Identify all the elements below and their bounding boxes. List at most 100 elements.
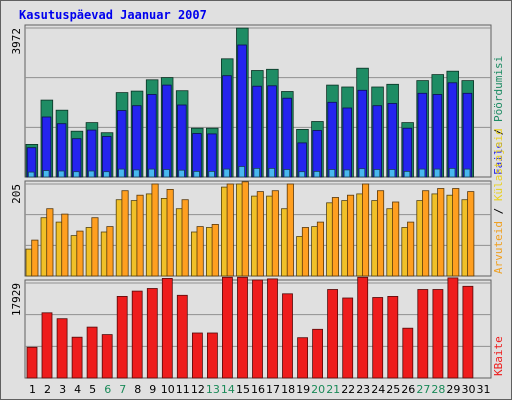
bar-kbaite-1 — [26, 346, 38, 379]
bar-kbaite-7 — [116, 295, 128, 379]
legend-item-p-rdumisi: Pöördumisi — [492, 56, 505, 122]
bar-k-lastajaid-15 — [241, 181, 249, 277]
bar-faile-2 — [41, 116, 52, 178]
bar-p-rdumisi-16 — [253, 167, 260, 178]
x-tick-day-4: 4 — [74, 383, 81, 396]
panel-visits-ytick: 3972 — [10, 28, 23, 55]
x-tick-day-5: 5 — [89, 383, 96, 396]
legend-separator: / — [492, 122, 505, 142]
bar-p-rdumisi-21 — [328, 169, 336, 178]
bar-faile-21 — [327, 101, 337, 178]
bar-k-lastajaid-9 — [151, 183, 159, 277]
x-tick-day-20: 20 — [311, 383, 325, 396]
bar-kbaite-25 — [387, 295, 399, 379]
bar-faile-22 — [342, 107, 352, 178]
bar-k-lastajaid-27 — [422, 190, 430, 277]
x-tick-day-10: 10 — [161, 383, 175, 396]
bar-p-rdumisi-20 — [313, 170, 321, 178]
bar-p-rdumisi-25 — [388, 169, 396, 178]
bar-kbaite-23 — [357, 276, 369, 379]
panel-hosts: 205 — [10, 180, 492, 277]
bar-p-rdumisi-3 — [58, 170, 65, 178]
bar-p-rdumisi-23 — [358, 168, 366, 178]
bar-faile-27 — [417, 92, 428, 178]
x-tick-day-21: 21 — [326, 383, 340, 396]
bar-p-rdumisi-9 — [148, 168, 155, 178]
bar-faile-28 — [432, 94, 443, 178]
bar-p-rdumisi-26 — [403, 170, 411, 178]
bar-k-lastajaid-22 — [346, 194, 355, 277]
chart-title: Kasutuspäevad Jaanuar 2007 — [19, 8, 207, 22]
x-tick-day-30: 30 — [462, 383, 476, 396]
bar-k-lastajaid-20 — [316, 221, 324, 277]
bar-k-lastajaid-25 — [392, 201, 400, 277]
bar-p-rdumisi-6 — [103, 171, 110, 178]
bar-p-rdumisi-1 — [27, 171, 35, 178]
bar-k-lastajaid-2 — [46, 208, 54, 277]
bar-k-lastajaid-1 — [31, 239, 39, 277]
chart-legend: Faile / Pöördumisi Arvuteid / Külastajaid… — [492, 56, 505, 376]
legend-group-1: Faile / Pöördumisi — [492, 56, 505, 175]
x-tick-day-19: 19 — [296, 383, 310, 396]
bar-p-rdumisi-17 — [268, 167, 275, 178]
bar-kbaite-24 — [372, 297, 384, 379]
bar-k-lastajaid-3 — [61, 213, 69, 277]
bar-faile-11 — [177, 104, 187, 178]
bar-k-lastajaid-17 — [271, 190, 279, 277]
x-tick-day-29: 29 — [446, 383, 460, 396]
bar-k-lastajaid-7 — [121, 190, 129, 277]
legend-group-3: KBaite — [492, 336, 505, 376]
bar-kbaite-4 — [71, 336, 83, 379]
bar-kbaite-15 — [237, 276, 248, 379]
legend-item-k-lastajaid: Külastajaid — [492, 128, 505, 201]
x-tick-day-3: 3 — [59, 383, 66, 396]
bar-k-lastajaid-23 — [361, 183, 370, 277]
bar-kbaite-10 — [161, 277, 173, 379]
x-tick-day-9: 9 — [149, 383, 156, 396]
x-tick-day-13: 13 — [206, 383, 220, 396]
bar-kbaite-26 — [402, 327, 414, 379]
bar-p-rdumisi-12 — [193, 170, 200, 178]
bar-faile-20 — [312, 130, 322, 178]
bar-k-lastajaid-5 — [91, 217, 99, 277]
bar-p-rdumisi-10 — [163, 169, 170, 178]
bar-p-rdumisi-29 — [448, 167, 456, 178]
x-tick-day-17: 17 — [266, 383, 280, 396]
bar-p-rdumisi-19 — [298, 171, 306, 178]
bar-kbaite-9 — [146, 288, 158, 379]
panel-traffic-ytick: 17929 — [10, 283, 23, 316]
bar-kbaite-30 — [462, 285, 474, 379]
x-tick-day-7: 7 — [119, 383, 126, 396]
x-tick-day-16: 16 — [251, 383, 265, 396]
bar-p-rdumisi-7 — [118, 168, 125, 178]
bar-kbaite-16 — [252, 279, 263, 379]
bar-kbaite-18 — [282, 293, 293, 379]
panel-traffic: 17929 — [10, 276, 492, 379]
bar-k-lastajaid-13 — [211, 223, 219, 277]
bar-faile-24 — [372, 105, 382, 178]
bar-k-lastajaid-6 — [106, 226, 114, 277]
bar-p-rdumisi-30 — [463, 168, 471, 178]
x-tick-day-27: 27 — [416, 383, 430, 396]
x-tick-day-22: 22 — [341, 383, 355, 396]
legend-item-faile: Faile — [492, 142, 505, 175]
x-tick-day-24: 24 — [371, 383, 385, 396]
bar-faile-4 — [71, 138, 82, 178]
legend-item-arvuteid: Arvuteid — [492, 221, 505, 274]
bar-kbaite-3 — [56, 318, 68, 379]
bar-k-lastajaid-8 — [136, 194, 144, 277]
bar-faile-29 — [447, 82, 458, 178]
bar-k-lastajaid-14 — [226, 183, 234, 277]
bar-faile-10 — [162, 84, 172, 178]
bar-p-rdumisi-2 — [43, 170, 50, 178]
bar-faile-23 — [357, 89, 367, 178]
x-tick-day-12: 12 — [191, 383, 205, 396]
bar-faile-13 — [207, 133, 217, 178]
bar-k-lastajaid-26 — [407, 221, 415, 277]
x-tick-day-6: 6 — [104, 383, 111, 396]
bar-faile-26 — [402, 127, 413, 178]
bar-k-lastajaid-4 — [76, 230, 84, 277]
x-tick-day-26: 26 — [401, 383, 415, 396]
bar-faile-25 — [387, 103, 398, 178]
